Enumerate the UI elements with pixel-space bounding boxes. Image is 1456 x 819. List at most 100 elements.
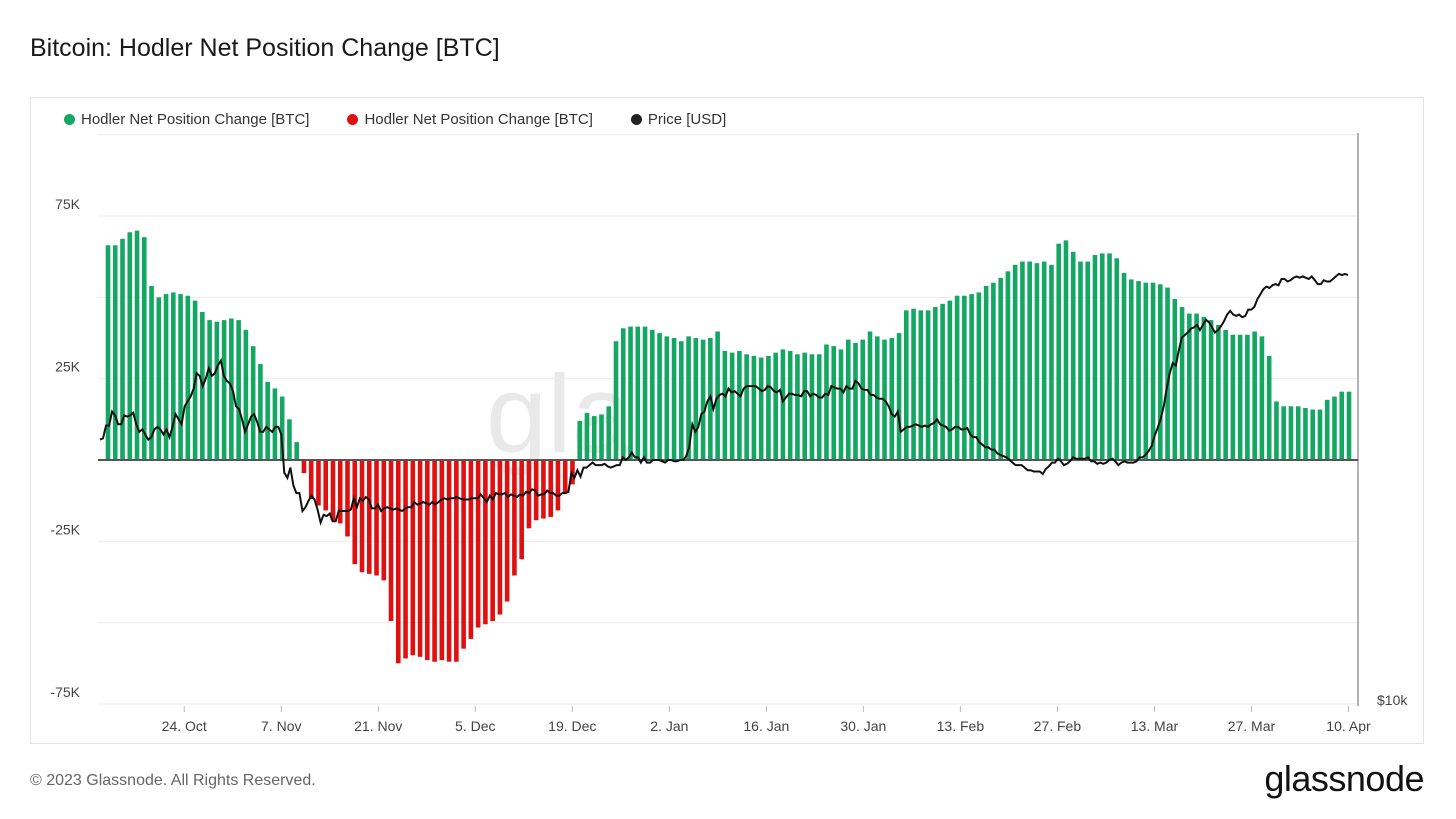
chart-legend: Hodler Net Position Change [BTC] Hodler … <box>64 111 726 128</box>
bar-positive <box>294 442 299 460</box>
legend-item-hodler-positive[interactable]: Hodler Net Position Change [BTC] <box>64 111 309 128</box>
bar-positive <box>650 329 655 460</box>
bar-positive <box>1310 409 1316 460</box>
bar-positive <box>722 351 728 460</box>
bar-negative <box>468 460 474 639</box>
bar-positive <box>178 294 183 460</box>
chart-axes: 75K 25K -25K -75K $10k 24. Oct 7. Nov 21. Nov 5.… <box>50 133 1408 734</box>
bar-positive <box>1266 355 1272 460</box>
bar-positive <box>214 321 220 460</box>
bar-positive <box>1288 406 1294 460</box>
bar-negative <box>301 460 307 474</box>
bar-positive <box>1194 313 1199 460</box>
bar-positive <box>751 355 757 460</box>
bar-negative <box>533 460 539 521</box>
bar-positive <box>112 245 118 460</box>
bar-positive <box>947 300 953 460</box>
legend-dot-black <box>630 114 642 125</box>
bar-negative <box>439 460 445 661</box>
legend-label: Hodler Net Position Change [BTC] <box>364 111 593 128</box>
bar-positive <box>105 245 111 460</box>
chart-bars <box>105 230 1352 664</box>
bar-negative <box>403 460 408 659</box>
price-line <box>99 272 1349 526</box>
bar-positive <box>236 320 241 460</box>
bar-positive <box>940 303 945 460</box>
x-tick-label: 5. Dec <box>455 718 495 734</box>
bar-positive <box>693 338 699 460</box>
y-tick-label: -25K <box>50 521 80 537</box>
watermark-text: gla <box>486 353 634 476</box>
bar-positive <box>584 412 590 460</box>
bar-negative <box>446 460 452 662</box>
bar-negative <box>330 460 336 521</box>
bar-positive <box>758 357 764 460</box>
bar-positive <box>860 339 866 460</box>
brand-logo: glassnode <box>1264 758 1424 799</box>
bar-positive <box>969 294 974 460</box>
bar-positive <box>1150 282 1156 460</box>
bar-positive <box>838 349 844 460</box>
bar-positive <box>831 346 837 460</box>
bar-positive <box>700 339 706 460</box>
page-title: Bitcoin: Hodler Net Position Change [BTC… <box>30 34 500 62</box>
legend-item-price[interactable]: Price [USD] <box>630 111 726 128</box>
legend-label: Hodler Net Position Change [BTC] <box>81 111 310 128</box>
bar-positive <box>265 381 270 460</box>
bar-positive <box>1252 331 1257 460</box>
x-tick-label: 13. Mar <box>1131 718 1179 734</box>
bar-positive <box>141 237 147 460</box>
bar-positive <box>1332 396 1337 460</box>
bar-positive <box>591 416 597 460</box>
bar-positive <box>1128 279 1134 460</box>
bar-positive <box>577 420 583 460</box>
bar-positive <box>163 294 169 460</box>
bar-positive <box>918 310 924 460</box>
bar-positive <box>1223 329 1228 460</box>
bar-positive <box>1136 281 1141 460</box>
bar-positive <box>664 336 670 460</box>
bar-positive <box>1085 261 1091 460</box>
bar-positive <box>134 230 140 460</box>
bar-positive <box>1281 406 1286 460</box>
x-tick-label: 16. Jan <box>743 718 789 734</box>
bar-positive <box>1012 264 1018 460</box>
x-tick-label: 21. Nov <box>354 718 402 734</box>
bar-negative <box>512 460 517 576</box>
bar-positive <box>1245 334 1250 460</box>
bar-negative <box>366 460 372 574</box>
bar-positive <box>1041 261 1047 460</box>
bar-positive <box>258 364 263 460</box>
bar-negative <box>562 460 568 493</box>
x-tick-label: 2. Jan <box>650 718 688 734</box>
bar-positive <box>737 351 742 460</box>
bar-positive <box>1114 258 1120 460</box>
bar-negative <box>526 460 532 529</box>
x-tick-label: 13. Feb <box>937 718 985 734</box>
bar-negative <box>454 460 459 662</box>
bar-negative <box>337 460 343 524</box>
bar-positive <box>272 388 278 460</box>
bar-positive <box>1143 282 1149 460</box>
bar-positive <box>809 354 815 460</box>
bar-negative <box>388 460 394 622</box>
bar-positive <box>925 310 931 460</box>
bar-negative <box>308 460 314 500</box>
bar-positive <box>1259 336 1265 460</box>
legend-item-hodler-negative[interactable]: Hodler Net Position Change [BTC] <box>347 111 593 128</box>
bar-positive <box>287 419 292 460</box>
bar-positive <box>1230 334 1236 460</box>
x-tick-label: 10. Apr <box>1326 718 1371 734</box>
bar-positive <box>1165 287 1170 460</box>
bar-positive <box>976 292 982 460</box>
x-tick-label: 30. Jan <box>840 718 886 734</box>
bar-positive <box>1070 251 1076 460</box>
bar-negative <box>395 460 401 664</box>
bar-positive <box>744 354 749 460</box>
bar-positive <box>185 295 191 460</box>
bar-negative <box>570 460 575 485</box>
bar-positive <box>679 341 684 460</box>
x-tick-label: 27. Mar <box>1228 718 1276 734</box>
bar-negative <box>497 460 503 615</box>
bar-positive <box>1034 263 1040 460</box>
